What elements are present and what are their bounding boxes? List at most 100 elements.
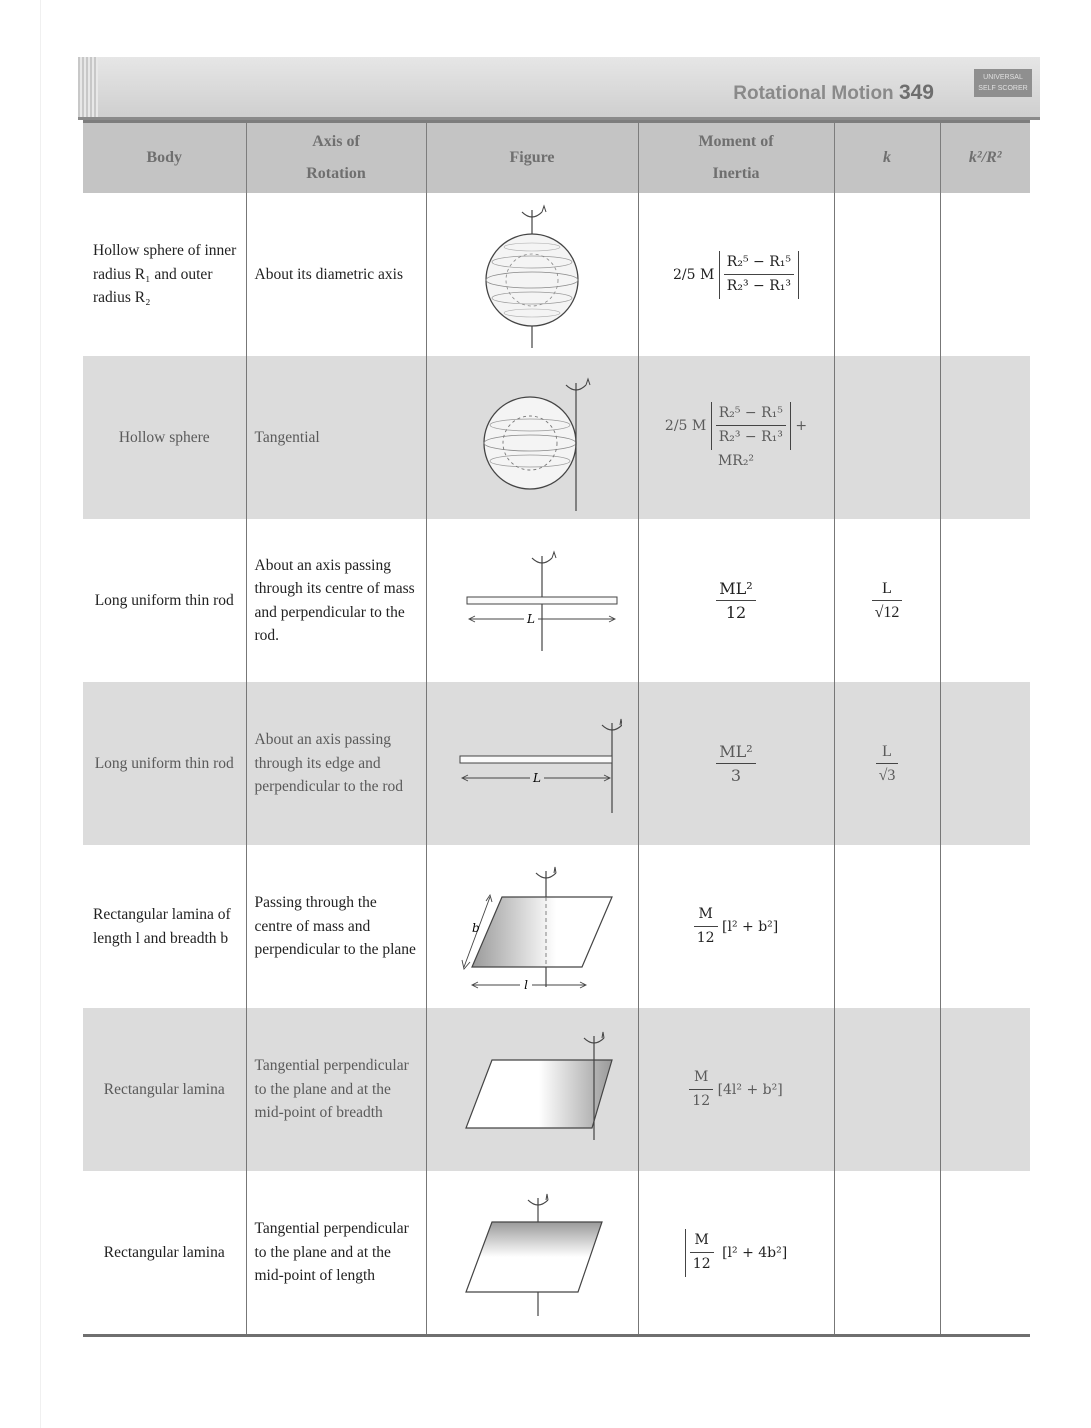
page-number: 349 <box>898 81 934 104</box>
lamina-center-axis-figure: b l <box>461 866 613 992</box>
rod-length-label: L <box>526 612 535 626</box>
lamina-length-midpoint-axis-figure <box>465 1193 603 1316</box>
k-numerator: L <box>875 740 899 764</box>
cell-moment-of-inertia: M 12 [l² + b²] <box>638 845 835 1008</box>
table-row: Rectangular lamina Tangential perpendicu… <box>83 1171 1030 1336</box>
table-row: Hollow sphere Tangential 2/5 M R₂⁵ − R₁⁵ <box>83 356 1030 519</box>
cell-body: Rectangular lamina <box>83 1008 247 1171</box>
moi-coefficient: 2/5 M <box>664 417 707 434</box>
page-header: Rotational Motion 349 UNIVERSAL SELF SCO… <box>78 57 1040 120</box>
rod-center-axis-figure: L <box>466 549 618 651</box>
moi-denominator: R₂³ − R₁³ <box>718 429 783 446</box>
hollow-sphere-tangential-figure <box>483 376 591 511</box>
cell-k <box>834 845 941 1008</box>
cell-axis: Tangential <box>246 356 427 519</box>
moi-numerator: M <box>689 1229 714 1253</box>
col-header-k-text: k <box>883 149 891 166</box>
cell-k: L √12 <box>834 519 941 682</box>
cell-moment-of-inertia: ML² 12 <box>638 519 835 682</box>
cell-axis: About an axis passing through its centre… <box>246 519 427 682</box>
moi-extra-term: [l² + b²] <box>722 918 779 935</box>
cell-k <box>834 1008 941 1171</box>
moi-denominator: 12 <box>692 1256 711 1272</box>
cell-moment-of-inertia: 2/5 M R₂⁵ − R₁⁵ R₂³ − R₁³ + MR₂² <box>638 356 835 519</box>
col-header-moi-line1: Moment of <box>698 133 774 150</box>
k-denominator: √3 <box>878 767 896 784</box>
moi-extra-term: + MR₂² <box>717 417 808 469</box>
cell-k2r2 <box>940 682 1030 845</box>
cell-body: Long uniform thin rod <box>83 519 247 682</box>
col-header-axis: Axis of Rotation <box>246 121 427 193</box>
k-numerator: L <box>871 577 903 601</box>
col-header-moi-line2: Inertia <box>712 165 760 182</box>
col-header-axis-line1: Axis of <box>312 133 360 150</box>
moi-numerator: M <box>693 903 718 927</box>
table-row: Long uniform thin rod About an axis pass… <box>83 682 1030 845</box>
rod-length-label: L <box>532 771 541 785</box>
publisher-badge: UNIVERSAL SELF SCORER <box>974 69 1032 97</box>
cell-k2r2 <box>940 845 1030 1008</box>
col-header-moi: Moment of Inertia <box>638 121 835 193</box>
table-header-row: Body Axis of Rotation Figure Moment of I… <box>83 121 1030 193</box>
cell-axis: About an axis passing through its edge a… <box>246 682 427 845</box>
table-row: Long uniform thin rod About an axis pass… <box>83 519 1030 682</box>
cell-figure: L <box>426 682 639 845</box>
cell-axis: Tangential perpendicular to the plane an… <box>246 1008 427 1171</box>
moi-denominator: 12 <box>692 1093 711 1109</box>
cell-axis: About its diametric axis <box>246 193 427 356</box>
cell-k2r2 <box>940 1171 1030 1336</box>
cell-k <box>834 356 941 519</box>
cell-k2r2 <box>940 1008 1030 1171</box>
moi-numerator: R₂⁵ − R₁⁵ <box>715 402 786 427</box>
cell-figure <box>426 193 639 356</box>
table-row: Rectangular lamina Tangential perpendicu… <box>83 1008 1030 1171</box>
cell-k2r2 <box>940 193 1030 356</box>
cell-k <box>834 193 941 356</box>
moment-of-inertia-table: Body Axis of Rotation Figure Moment of I… <box>83 120 1030 1337</box>
moi-extra-term: [l² + 4b²] <box>722 1244 788 1261</box>
cell-figure <box>426 356 639 519</box>
cell-body: Rectangular lamina <box>83 1171 247 1336</box>
lamina-length-label: l <box>524 978 528 992</box>
col-header-figure: Figure <box>426 121 639 193</box>
col-header-k2r2-text: k²/R² <box>968 149 1002 166</box>
cell-axis: Tangential perpendicular to the plane an… <box>246 1171 427 1336</box>
hollow-sphere-diametric-figure <box>485 203 579 348</box>
moi-coefficient: 2/5 M <box>673 266 715 283</box>
col-header-body: Body <box>83 121 247 193</box>
cell-figure: b l <box>426 845 639 1008</box>
moi-bracket: R₂⁵ − R₁⁵ R₂³ − R₁³ <box>710 401 791 450</box>
cell-figure <box>426 1008 639 1171</box>
cell-body: Hollow sphere of inner radius R₁ and out… <box>83 193 247 356</box>
lamina-breadth-midpoint-axis-figure <box>465 1031 613 1140</box>
cell-moment-of-inertia: M 12 [l² + 4b²] <box>638 1171 835 1336</box>
moi-denominator: 12 <box>725 603 747 622</box>
rod-edge-axis-figure: L <box>459 718 622 813</box>
cell-k: L √3 <box>834 682 941 845</box>
col-header-k2r2: k²/R² <box>940 121 1030 193</box>
col-header-axis-line2: Rotation <box>306 165 366 182</box>
moi-extra-term: [4l² + b²] <box>717 1081 783 1098</box>
cell-moment-of-inertia: 2/5 M R₂⁵ − R₁⁵ R₂³ − R₁³ <box>638 193 835 356</box>
cell-moment-of-inertia: M 12 [4l² + b²] <box>638 1008 835 1171</box>
cell-body: Hollow sphere <box>83 356 247 519</box>
cell-k <box>834 1171 941 1336</box>
cell-body: Rectangular lamina of length l and bread… <box>83 845 247 1008</box>
moi-numerator: ML² <box>716 577 756 601</box>
lamina-breadth-label: b <box>472 921 480 935</box>
cell-body: Long uniform thin rod <box>83 682 247 845</box>
page-margin-line <box>40 0 41 1428</box>
cell-k2r2 <box>940 356 1030 519</box>
table-row: Rectangular lamina of length l and bread… <box>83 845 1030 1008</box>
moi-denominator: R₂³ − R₁³ <box>726 278 791 294</box>
page-title: Rotational Motion 349 <box>733 81 934 105</box>
cell-k2r2 <box>940 519 1030 682</box>
header-stripe <box>78 57 98 117</box>
cell-figure <box>426 1171 639 1336</box>
moi-bracket: M 12 <box>684 1228 718 1277</box>
moi-numerator: R₂⁵ − R₁⁵ <box>723 251 794 275</box>
cell-axis: Passing through the centre of mass and p… <box>246 845 427 1008</box>
moi-numerator: M <box>689 1066 714 1090</box>
chapter-title: Rotational Motion <box>733 83 894 104</box>
moi-numerator: ML² <box>716 740 756 764</box>
